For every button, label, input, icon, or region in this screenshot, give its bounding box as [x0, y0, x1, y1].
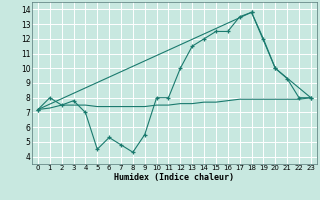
X-axis label: Humidex (Indice chaleur): Humidex (Indice chaleur) [115, 173, 234, 182]
